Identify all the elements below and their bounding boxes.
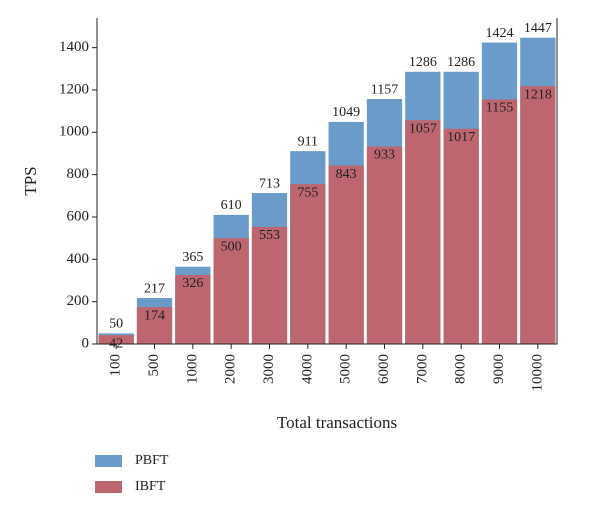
y-tick-label: 0 xyxy=(82,335,90,351)
bar xyxy=(443,128,479,344)
value-label: 500 xyxy=(221,239,242,254)
x-tick-label: 7000 xyxy=(414,354,430,384)
x-tick-label: 3000 xyxy=(261,354,277,384)
value-label: 365 xyxy=(182,250,203,265)
y-tick-label: 400 xyxy=(67,251,90,267)
value-label: 1049 xyxy=(332,105,360,120)
x-axis-label: Total transactions xyxy=(277,413,397,432)
value-label: 1447 xyxy=(524,21,552,36)
legend-label: PBFT xyxy=(135,453,169,468)
y-tick-label: 200 xyxy=(67,293,90,309)
value-label: 174 xyxy=(144,308,165,323)
axes-frame xyxy=(96,18,558,345)
x-tick-label: 1000 xyxy=(184,354,200,384)
bar xyxy=(213,238,249,344)
bar xyxy=(175,274,211,344)
value-label: 326 xyxy=(182,276,203,291)
bar xyxy=(136,307,173,344)
x-tick-label: 8000 xyxy=(453,354,469,384)
value-label: 1157 xyxy=(371,82,398,97)
y-tick-label: 1000 xyxy=(59,124,89,140)
bar xyxy=(251,226,288,344)
value-label: 1424 xyxy=(486,26,514,41)
value-label: 1218 xyxy=(524,87,552,102)
value-label: 911 xyxy=(298,134,318,149)
value-label: 1155 xyxy=(486,101,513,116)
value-label: 755 xyxy=(297,185,318,200)
x-tick-label: 500 xyxy=(146,354,162,377)
x-tick-label: 100 xyxy=(108,354,124,377)
bar xyxy=(481,99,518,344)
value-label: 933 xyxy=(374,148,395,163)
legend-label: IBFT xyxy=(135,479,166,494)
value-label: 50 xyxy=(109,317,123,332)
bar xyxy=(405,120,441,344)
value-label: 1286 xyxy=(409,55,437,70)
bar xyxy=(366,146,403,344)
value-label: 217 xyxy=(144,281,165,296)
bar xyxy=(520,86,556,344)
value-label: 610 xyxy=(221,198,242,213)
value-label: 713 xyxy=(259,176,280,191)
x-tick-label: 2000 xyxy=(223,354,239,384)
bar xyxy=(98,335,134,344)
x-tick-label: 10000 xyxy=(529,354,545,392)
x-tick-label: 6000 xyxy=(376,354,392,384)
legend-swatch xyxy=(95,455,122,467)
y-tick-label: 800 xyxy=(67,166,90,182)
y-tick-label: 1200 xyxy=(59,81,89,97)
legend-swatch xyxy=(95,481,122,493)
x-tick-label: 4000 xyxy=(299,354,315,384)
bar xyxy=(290,184,326,344)
y-tick-label: 600 xyxy=(67,208,90,224)
value-label: 553 xyxy=(259,228,280,243)
x-tick-label: 5000 xyxy=(338,354,354,384)
y-axis-label: TPS xyxy=(21,166,40,195)
value-label: 1057 xyxy=(409,121,437,136)
value-label: 843 xyxy=(336,167,357,182)
bar xyxy=(328,165,364,344)
x-tick-label: 9000 xyxy=(491,354,507,384)
value-label: 1286 xyxy=(447,55,475,70)
value-label: 1017 xyxy=(447,130,475,145)
y-tick-label: 1400 xyxy=(59,39,89,55)
